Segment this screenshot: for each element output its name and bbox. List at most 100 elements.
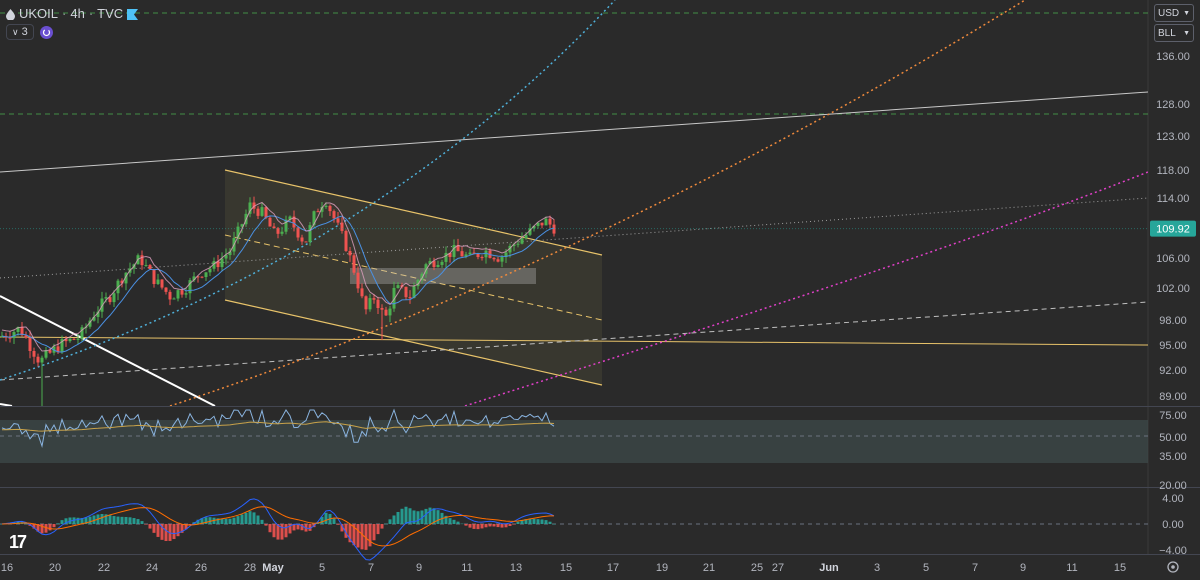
rsi-tick-label: 50.00 [1159,432,1187,444]
drop-icon [6,8,15,21]
macd-histogram-bar [76,517,80,524]
candle-body [256,208,260,216]
candle-body [428,261,432,265]
candle-body [524,234,528,239]
candle-body [156,279,160,285]
white-segment [0,403,13,406]
macd-histogram-bar [416,511,420,524]
macd-histogram-bar [176,524,180,537]
flag-icon[interactable] [127,8,139,20]
candle-body [200,276,204,278]
candle-body [12,332,16,339]
macd-histogram-bar [208,517,212,524]
candle-body [56,346,60,353]
time-tick-label: 11 [461,562,472,574]
candle-body [476,253,480,258]
ma-line-blue [1,215,555,353]
candle-body [296,227,300,238]
macd-histogram-bar [320,516,324,524]
macd-histogram-bar [132,518,136,524]
symbol-name[interactable]: UKOIL [19,5,59,21]
candle-body [512,244,516,246]
candle-body [96,311,100,317]
interval-label[interactable]: 4h [70,5,85,21]
price-tick-label: 128.00 [1156,99,1190,111]
source-label: TVC [97,5,124,21]
macd-histogram-bar [384,523,388,525]
macd-histogram-bar [472,524,476,529]
candle-body [448,252,452,257]
tradingview-logo[interactable]: 17 [9,532,27,552]
candles-group [0,196,556,406]
rsi-tick-label: 20.00 [1159,480,1187,492]
indicators-toggle[interactable]: ∨ 3 [6,24,34,40]
time-tick-label: 17 [607,562,619,574]
unit-value: BLL [1158,27,1176,39]
candle-body [324,205,328,207]
macd-histogram-bar [292,524,296,531]
candle-body [148,265,152,270]
macd-histogram-bar [84,517,88,524]
candle-body [544,218,548,226]
price-tick-label: 114.00 [1157,193,1190,205]
rsi-pane[interactable]: 75.00 50.00 35.00 20.00 [0,408,1187,492]
macd-histogram-bar [116,516,120,524]
macd-pane[interactable]: 4.00 0.00 −4.00 [0,493,1187,561]
price-tick-label: 102.00 [1156,283,1190,295]
macd-histogram-bar [40,524,44,534]
macd-histogram-bar [468,524,472,528]
macd-histogram-bar [184,524,188,530]
rsi-ma-line [1,421,555,432]
candle-body [240,224,244,227]
time-axis[interactable]: 16 20 22 24 26 28 May 5 7 9 11 13 15 17 19 21 25 27 Jun 3 5 7… [1,561,1179,574]
macd-histogram-bar [412,510,416,524]
dashed-trend-line [0,301,1148,381]
channel-lower-line [224,299,603,386]
macd-histogram-bar [136,519,140,524]
candle-body [288,216,292,220]
macd-histogram-bar [52,524,56,528]
gear-hub [1171,565,1175,569]
main-pane[interactable] [0,0,1148,409]
candle-body [32,350,36,357]
candle-body [152,269,156,285]
price-axis[interactable]: 136.00 128.00 123.00 118.00 114.00 109.92 106.… [1150,51,1196,403]
candle-body [188,280,192,294]
symbol-header[interactable]: UKOIL · 4h · TVC [6,5,139,21]
macd-histogram-bar [100,514,104,524]
time-tick-label: 27 [772,562,784,574]
macd-histogram-bar [244,512,248,524]
unit-select[interactable]: BLL ▼ [1154,24,1194,42]
candle-body [404,286,408,298]
time-tick-label: 15 [1114,562,1126,574]
macd-histogram-bar [164,524,168,542]
candle-body [360,288,364,297]
candle-body [80,327,84,339]
macd-histogram-bar [224,518,228,524]
last-price-tag [1150,220,1196,237]
time-tick-label: May [262,562,284,574]
candle-body [552,224,556,234]
candle-body [92,316,96,321]
macd-histogram-bar [260,519,264,524]
macd-histogram-bar [48,524,52,531]
candle-body [496,259,500,262]
macd-histogram-bar [508,524,512,527]
upper-trend-line [0,91,1148,173]
price-tick-label: 106.00 [1156,253,1190,265]
macd-tick-label: 4.00 [1162,493,1183,505]
candle-body [308,225,312,243]
time-tick-label: 22 [98,562,110,574]
chevron-down-icon: ∨ [12,26,19,37]
consolidation-zone [350,268,536,284]
currency-select[interactable]: USD ▼ [1154,4,1194,22]
price-tick-label: 136.00 [1156,51,1190,63]
sync-icon[interactable] [39,25,53,39]
candle-body [432,261,436,267]
time-tick-label: 5 [319,562,325,574]
candle-body [228,251,232,255]
macd-histogram-bar [56,523,60,524]
time-tick-label: 9 [1020,562,1026,574]
macd-histogram-bar [360,524,364,550]
